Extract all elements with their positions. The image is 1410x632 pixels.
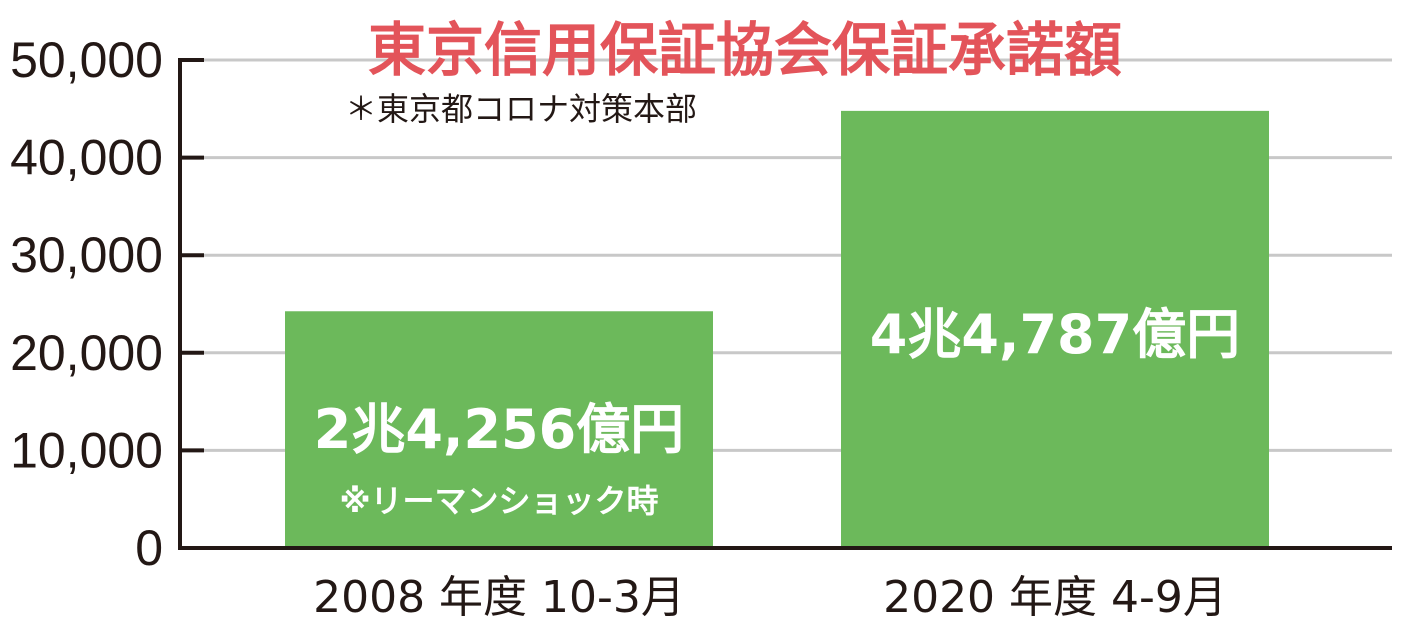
- bar-note-label: ※リーマンショック時: [339, 482, 658, 520]
- y-tick-label: 50,000: [10, 32, 163, 88]
- bar: [841, 110, 1269, 549]
- chart-subtitle: ＊東京都コロナ対策本部: [345, 90, 697, 128]
- bar: [285, 311, 713, 548]
- bars: [285, 110, 1269, 549]
- y-tick-label: 40,000: [10, 130, 163, 186]
- y-tick-labels: 0 10,000 20,000 30,000 40,000 50,000: [10, 32, 163, 576]
- x-tick-label: 2008 年度 10-3月: [313, 572, 685, 623]
- bar-value-labels: 2兆4,256億円 ※リーマンショック時 4兆4,787億円: [314, 303, 1240, 520]
- y-tick-label: 0: [135, 520, 163, 576]
- y-tick-label: 20,000: [10, 325, 163, 381]
- bar-value-label: 2兆4,256億円: [314, 398, 684, 461]
- axes: [178, 58, 1392, 550]
- x-tick-label: 2020 年度 4-9月: [883, 572, 1227, 623]
- x-tick-labels: 2008 年度 10-3月 2020 年度 4-9月: [313, 572, 1227, 623]
- y-tick-label: 10,000: [10, 422, 163, 478]
- chart-title: 東京信用保証協会保証承諾額: [368, 16, 1122, 84]
- y-tick-label: 30,000: [10, 227, 163, 283]
- bar-value-label: 4兆4,787億円: [870, 303, 1240, 366]
